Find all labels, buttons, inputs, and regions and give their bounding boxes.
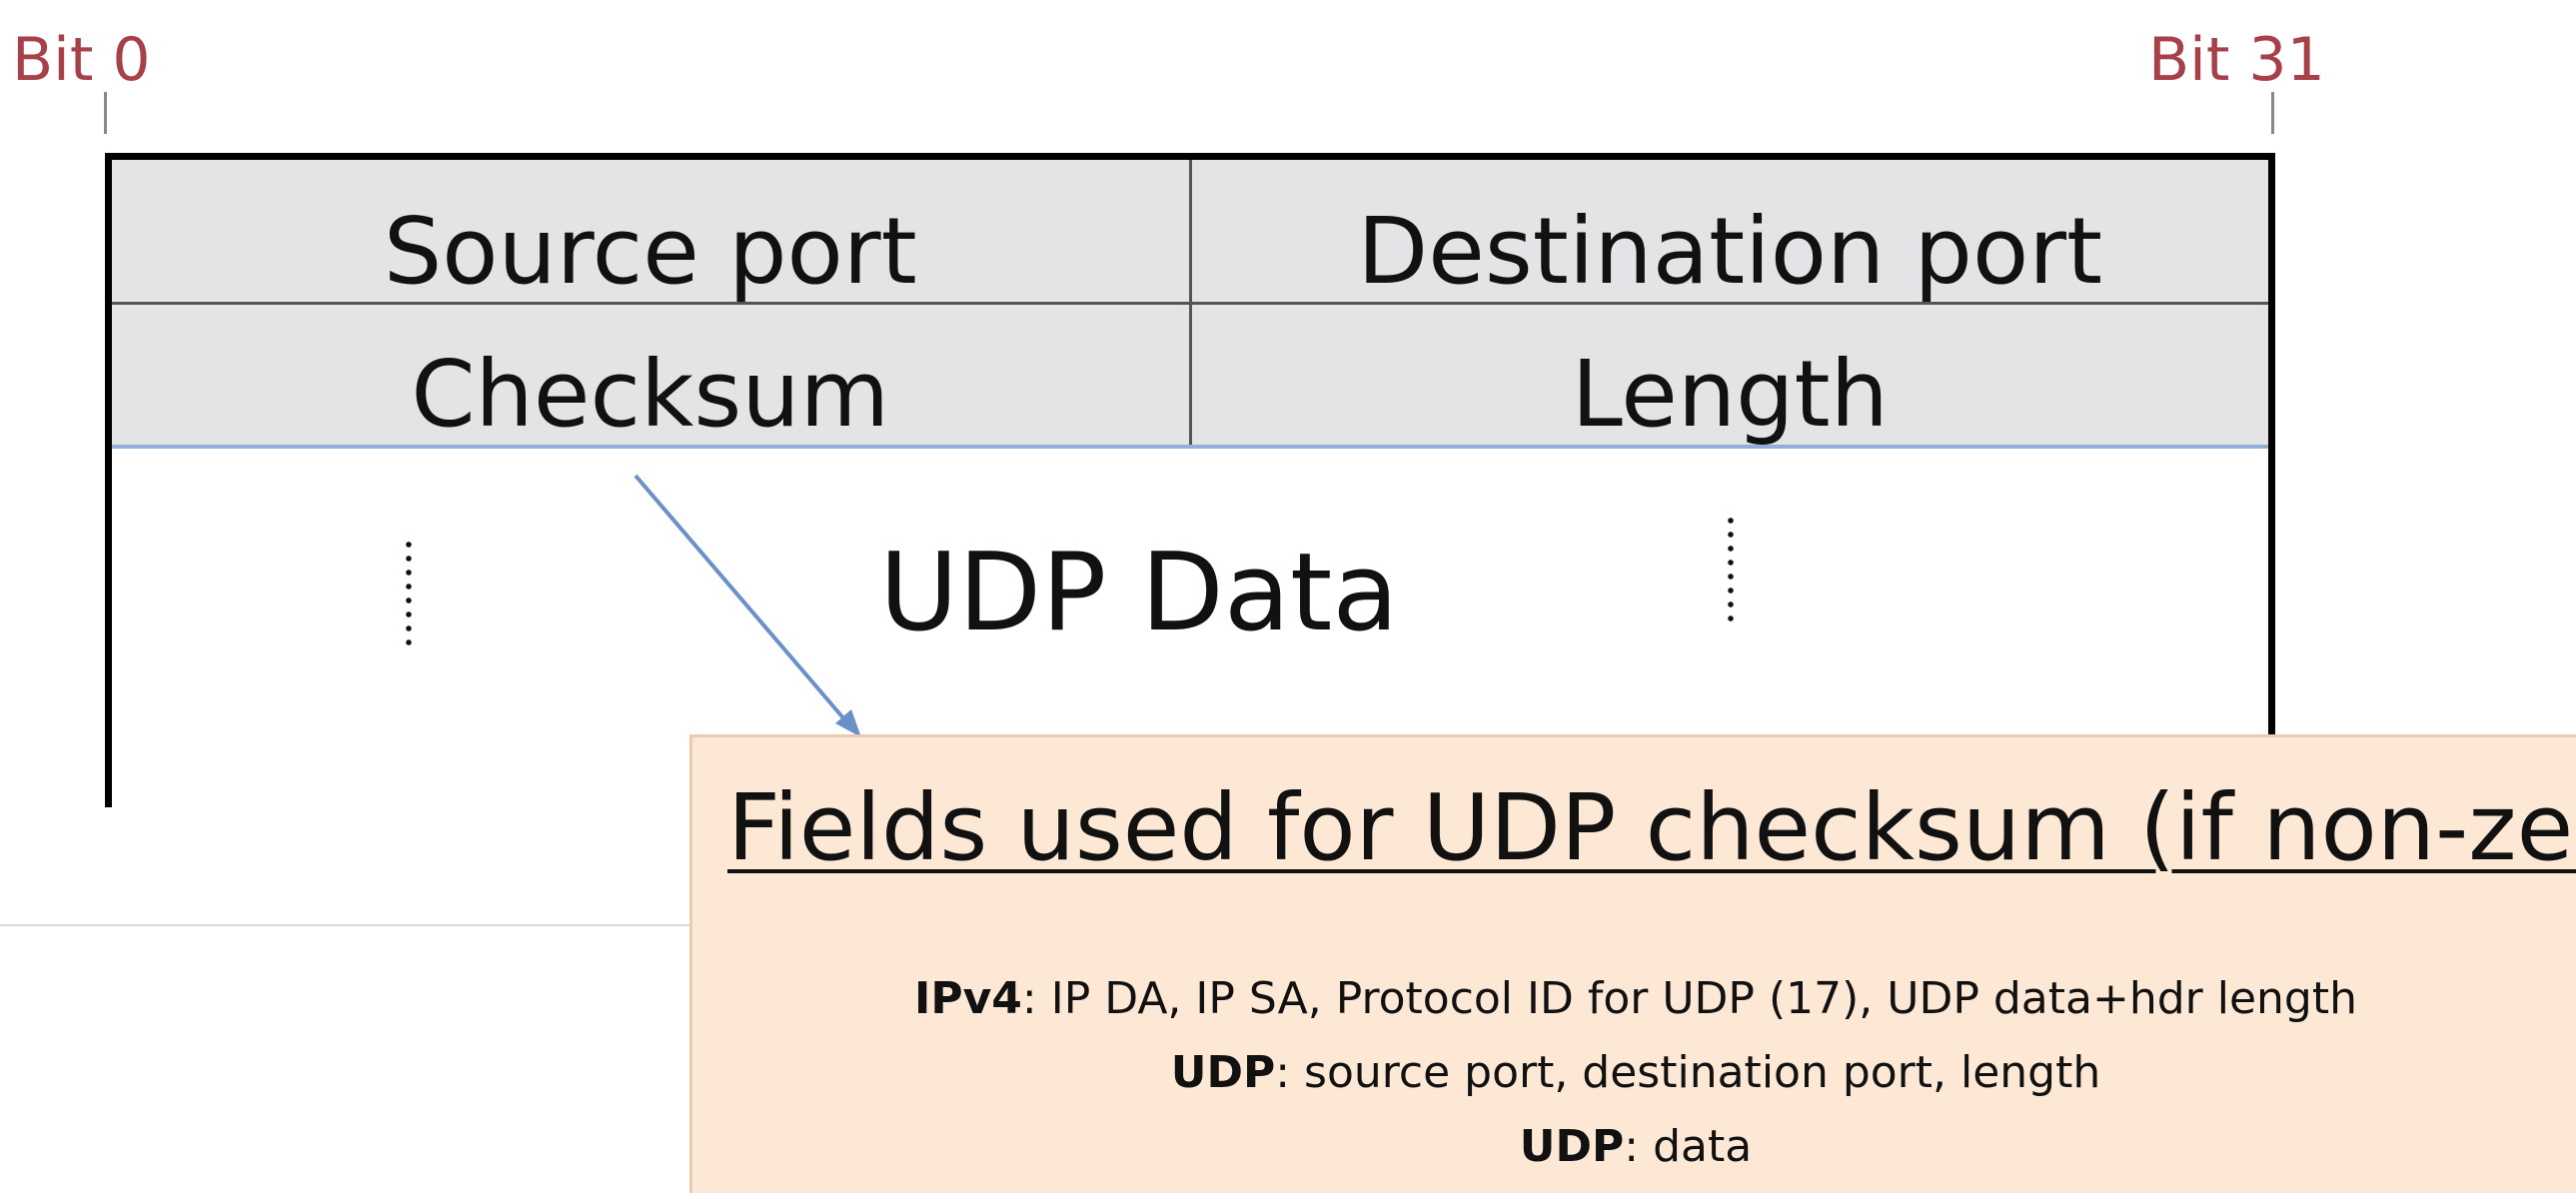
callout-line-udp-header: UDP: source port, destination port, leng… [692, 1036, 2576, 1110]
packet-frame-left [105, 153, 112, 807]
callout-line-text: : IP DA, IP SA, Protocol ID for UDP (17)… [1021, 973, 2357, 1024]
callout-line-label: UDP [1519, 1121, 1625, 1172]
header-row-ports: Source port Destination port [112, 160, 2268, 305]
callout-line-udp-data: UDP: data [692, 1110, 2576, 1184]
callout-lines: IPv4: IP DA, IP SA, Protocol ID for UDP … [692, 962, 2576, 1184]
ellipsis-dots-right [1728, 514, 1734, 629]
bit-31-label: Bit 31 [2148, 25, 2325, 95]
bit-31-tick [2271, 92, 2274, 134]
field-length: Length [1571, 341, 1889, 448]
bit-0-tick [104, 92, 107, 134]
callout-line-text: : source port, destination port, length [1275, 1047, 2101, 1098]
callout-line-ipv4: IPv4: IP DA, IP SA, Protocol ID for UDP … [692, 962, 2576, 1036]
callout-line-label: UDP [1170, 1047, 1276, 1098]
callout-line-label: IPv4 [914, 973, 1022, 1024]
callout-line-text: : data [1624, 1121, 1753, 1172]
field-destination-port: Destination port [1357, 198, 2103, 305]
udp-data-label: UDP Data [879, 531, 1399, 655]
field-checksum: Checksum [112, 305, 1192, 445]
callout-title: Fields used for UDP checksum (if non-zer… [727, 774, 2576, 881]
header-row-checksum-length: Checksum Length [112, 305, 2268, 449]
ellipsis-dots-left [406, 538, 412, 653]
field-source-port: Source port [112, 160, 1192, 302]
bit-0-label: Bit 0 [12, 25, 151, 95]
packet-frame-top [105, 153, 2275, 160]
slide-divider-line [0, 924, 689, 926]
checksum-fields-callout: Fields used for UDP checksum (if non-zer… [689, 734, 2576, 1193]
packet-frame-right [2268, 153, 2275, 742]
